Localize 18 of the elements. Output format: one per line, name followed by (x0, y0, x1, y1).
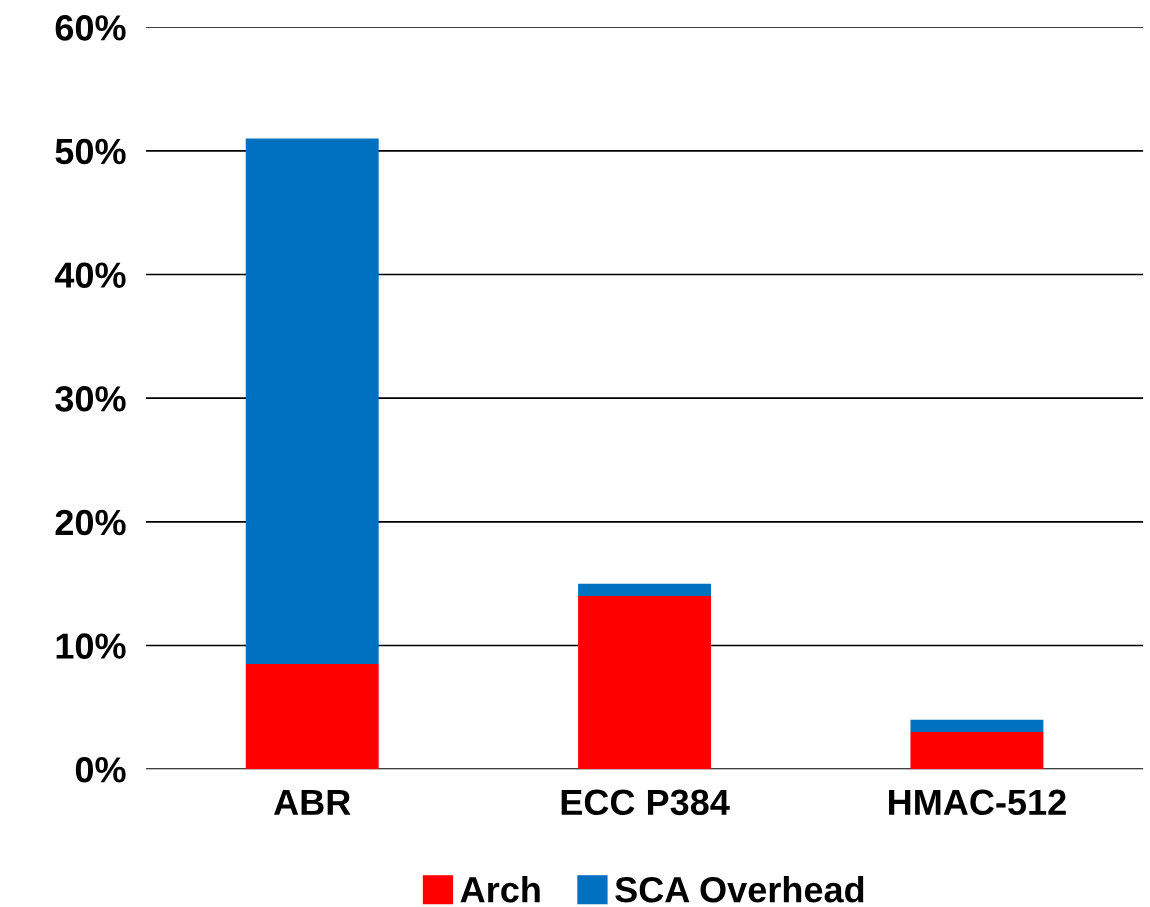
y-tick-label: 10% (56, 633, 126, 659)
bar (578, 583, 712, 597)
x-tick-label: HMAC-512 (889, 789, 1066, 816)
bar (578, 596, 712, 770)
bar (245, 664, 379, 770)
y-tick-label: 30% (55, 386, 126, 412)
y-tick-label: 60% (55, 15, 126, 41)
legend-label: SCA Overhead (615, 876, 864, 903)
legend-label: Arch (460, 876, 540, 903)
bar (245, 138, 379, 665)
x-tick-label: ECC P384 (561, 789, 730, 816)
bar (910, 719, 1044, 733)
x-tick-label: ABR (274, 789, 351, 815)
y-tick-label: 40% (54, 262, 126, 288)
y-tick-label: 50% (55, 138, 126, 165)
bar (910, 732, 1044, 770)
y-tick-label: 20% (55, 509, 126, 536)
y-tick-label: 0% (75, 757, 126, 783)
